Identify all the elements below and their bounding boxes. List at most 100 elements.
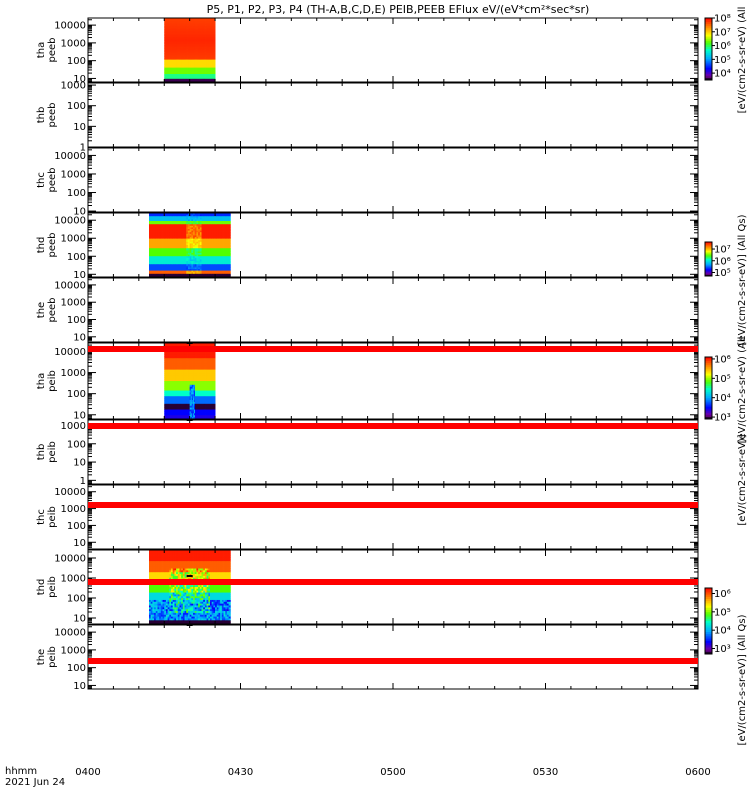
colorbar-segment xyxy=(705,272,712,275)
spectrogram-cell xyxy=(196,213,199,215)
spectrogram-cell xyxy=(187,61,190,64)
spectrogram-cell xyxy=(196,46,198,49)
spectrogram-cell xyxy=(199,232,202,235)
spectrogram-cell xyxy=(169,262,172,265)
spectrogram-cell xyxy=(189,246,192,249)
spectrogram-cell xyxy=(198,240,201,243)
spectrogram-cell xyxy=(204,246,208,249)
spectrogram-cell xyxy=(167,261,170,263)
spectrogram-cell xyxy=(228,241,231,244)
spectrogram-cell xyxy=(152,262,155,265)
spectrogram-cell xyxy=(172,367,175,370)
spectrogram-cell xyxy=(168,67,170,70)
spectrogram-cell xyxy=(164,270,167,273)
spectrogram-cell xyxy=(164,405,166,408)
spectrogram-cell xyxy=(214,24,216,27)
spectrogram-cell xyxy=(207,59,210,62)
spectrogram-cell xyxy=(193,265,196,268)
spectrogram-cell xyxy=(189,227,192,230)
spectrogram-cell xyxy=(221,235,224,238)
spectrogram-cell xyxy=(174,262,177,265)
spectrogram-cell xyxy=(207,29,210,32)
spectrogram-cell xyxy=(209,66,212,68)
spectrogram-cell xyxy=(179,74,181,76)
spectrogram-cell xyxy=(181,240,184,243)
spectrogram-cell xyxy=(187,22,190,25)
spectrogram-cell xyxy=(155,259,158,262)
spectrogram-cell xyxy=(164,388,166,391)
spectrogram-cell xyxy=(228,254,231,257)
spectrogram-cell xyxy=(162,221,165,223)
spectrogram-cell xyxy=(150,264,153,267)
spectrogram-cell xyxy=(166,29,168,32)
spectrogram-cell xyxy=(170,401,173,405)
spectrogram-cell xyxy=(200,50,202,52)
spectrogram-cell xyxy=(166,18,168,20)
spectrogram-cell xyxy=(172,272,175,275)
spectrogram-cell xyxy=(167,241,170,244)
spectrogram-cell xyxy=(172,38,175,41)
colorbar-segment xyxy=(705,65,712,68)
spectrogram-cell xyxy=(152,272,155,275)
spectrogram-cell xyxy=(184,254,187,257)
spectrogram-cell xyxy=(184,18,186,20)
spectrogram-cell xyxy=(167,66,169,68)
spectrogram-cell xyxy=(216,221,219,223)
spectrogram-cell xyxy=(203,59,205,62)
spectrogram-cell xyxy=(187,273,191,276)
spectrogram-cell xyxy=(171,45,174,48)
spectrogram-cell xyxy=(218,240,221,243)
spectrogram-cell xyxy=(203,241,206,244)
spectrogram-cell xyxy=(159,270,162,273)
spectrogram-cell xyxy=(203,19,205,22)
spectrogram-cell xyxy=(164,253,167,255)
spectrogram-cell xyxy=(160,269,163,271)
spectrogram-cell xyxy=(220,233,223,236)
spectrogram-cell xyxy=(149,229,152,231)
spectrogram-cell xyxy=(179,270,182,273)
spectrogram-cell xyxy=(206,22,209,25)
spectrogram-cell xyxy=(201,77,203,80)
spectrogram-cell xyxy=(194,216,197,219)
spectrogram-cell xyxy=(191,232,194,235)
spectrogram-cell xyxy=(207,27,210,30)
spectrogram-cell xyxy=(208,232,211,235)
spectrogram-cell xyxy=(164,27,166,30)
colorbar-segment xyxy=(705,51,712,54)
spectrogram-cell xyxy=(165,392,167,395)
colorbar-segment xyxy=(705,271,712,273)
spectrogram-cell xyxy=(204,225,208,228)
spectrogram-cell xyxy=(189,72,192,75)
spectrogram-cell xyxy=(212,38,215,41)
spectrogram-cell xyxy=(177,267,180,270)
spectrogram-cell xyxy=(171,246,174,249)
spectrogram-cell xyxy=(170,67,173,70)
spectrogram-cell xyxy=(194,237,197,239)
spectrogram-cell xyxy=(214,66,216,68)
spectrogram-cell xyxy=(184,216,187,219)
spectrogram-cell xyxy=(198,245,201,247)
spectrogram-cell xyxy=(174,70,177,73)
spectrogram-cell xyxy=(203,69,205,72)
spectrogram-cell xyxy=(209,67,212,70)
spectrogram-cell xyxy=(174,254,177,257)
spectrogram-cell xyxy=(209,27,212,30)
spectrogram-cell xyxy=(203,24,205,27)
spectrogram-cell xyxy=(168,411,170,414)
spectrogram-cell xyxy=(208,227,211,230)
spectrogram-cell xyxy=(204,18,206,20)
spectrogram-cell xyxy=(194,264,197,267)
spectrogram-cell xyxy=(196,222,199,225)
spectrogram-cell xyxy=(202,43,204,46)
spectrogram-cell xyxy=(220,227,223,230)
spectrogram-cell xyxy=(205,56,208,59)
spectrogram-cell xyxy=(165,365,167,369)
spectrogram-cell xyxy=(190,69,193,72)
spectrogram-cell xyxy=(211,241,214,244)
spectrogram-cell xyxy=(170,78,173,81)
spectrogram-cell xyxy=(150,217,153,220)
spectrogram-cell xyxy=(181,50,183,52)
spectrogram-cell xyxy=(181,221,184,223)
spectrogram-cell xyxy=(210,40,213,43)
spectrogram-cell xyxy=(168,343,170,346)
